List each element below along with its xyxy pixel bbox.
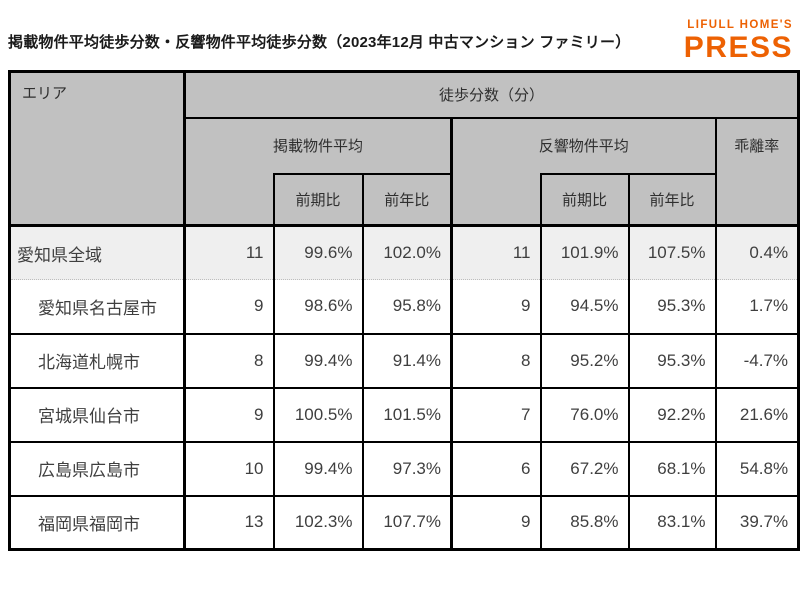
header-row-3: 前期比 前年比 前期比 前年比 [10, 172, 799, 227]
table-row-sendai: 宮城県仙台市 9 100.5% 101.5% 7 76.0% 92.2% 21.… [9, 387, 799, 443]
header-inquiry-avg: 反響物件平均 [450, 117, 716, 174]
inquiry-prev-year-cell: 68.1% [627, 441, 716, 497]
listed-prev-year-cell: 91.4% [361, 333, 452, 389]
table-row-nagoya: 愛知県名古屋市 9 98.6% 95.8% 9 94.5% 95.3% 1.7% [9, 279, 799, 335]
listed-minutes-cell: 9 [183, 387, 274, 443]
inquiry-prev-period-cell: 67.2% [539, 441, 629, 497]
listed-prev-period-cell: 99.6% [272, 225, 363, 280]
inquiry-prev-year-cell: 107.5% [627, 225, 716, 280]
listed-minutes-cell: 9 [183, 279, 274, 335]
header-listed-prev-year: 前年比 [361, 172, 452, 227]
listed-minutes-cell: 8 [183, 333, 274, 389]
inquiry-prev-period-cell: 101.9% [539, 225, 629, 280]
listed-prev-period-cell: 99.4% [272, 441, 363, 497]
inquiry-minutes-cell: 9 [450, 279, 541, 335]
listed-prev-year-cell: 107.7% [361, 495, 452, 551]
inquiry-minutes-cell: 7 [450, 387, 541, 443]
listed-prev-period-cell: 100.5% [272, 387, 363, 443]
listed-prev-period-cell: 99.4% [272, 333, 363, 389]
inquiry-prev-year-cell: 95.3% [627, 333, 716, 389]
area-cell: 北海道札幌市 [9, 333, 185, 389]
listed-prev-year-cell: 102.0% [361, 225, 452, 280]
listed-minutes-cell: 10 [183, 441, 274, 497]
listed-minutes-cell: 13 [183, 495, 274, 551]
listed-prev-year-cell: 95.8% [361, 279, 452, 335]
inquiry-prev-period-cell: 95.2% [539, 333, 629, 389]
deviation-rate-cell: 1.7% [714, 279, 799, 335]
deviation-rate-cell: -4.7% [714, 333, 799, 389]
lifull-homes-press-logo: LIFULL HOME'S PRESS [684, 19, 793, 63]
listed-prev-period-cell: 102.3% [272, 495, 363, 551]
table-row-aichi-zeniki: 愛知県全域 11 99.6% 102.0% 11 101.9% 107.5% 0… [9, 225, 799, 280]
header-area: エリア [9, 71, 185, 227]
header-inquiry-minutes-spacer [450, 173, 541, 227]
header-inquiry-prev-year: 前年比 [627, 172, 716, 227]
inquiry-minutes-cell: 9 [450, 495, 541, 551]
area-cell: 広島県広島市 [9, 441, 185, 497]
area-cell: 愛知県全域 [9, 225, 185, 280]
listed-prev-year-cell: 97.3% [361, 441, 452, 497]
listed-prev-year-cell: 101.5% [361, 387, 452, 443]
area-cell: 宮城県仙台市 [9, 387, 185, 443]
deviation-rate-cell: 0.4% [714, 225, 799, 280]
deviation-rate-cell: 54.8% [714, 441, 799, 497]
area-cell: 愛知県名古屋市 [9, 279, 185, 335]
header-walk-minutes: 徒歩分数（分） [182, 71, 799, 119]
inquiry-minutes-cell: 11 [450, 225, 541, 280]
table-row-hiroshima: 広島県広島市 10 99.4% 97.3% 6 67.2% 68.1% 54.8… [9, 441, 799, 497]
deviation-rate-cell: 21.6% [714, 387, 799, 443]
inquiry-prev-year-cell: 92.2% [627, 387, 716, 443]
table-row-sapporo: 北海道札幌市 8 99.4% 91.4% 8 95.2% 95.3% -4.7% [9, 333, 799, 389]
header-deviation-rate: 乖離率 [714, 117, 799, 227]
inquiry-prev-year-cell: 95.3% [627, 279, 716, 335]
inquiry-prev-period-cell: 76.0% [539, 387, 629, 443]
header-listed-prev-period: 前期比 [272, 172, 363, 227]
header-listed-minutes-spacer [183, 173, 274, 227]
inquiry-minutes-cell: 8 [450, 333, 541, 389]
header-row-2: 掲載物件平均 反響物件平均 乖離率 [10, 117, 799, 227]
logo-lifull-homes-text: LIFULL HOME'S [687, 19, 793, 31]
inquiry-prev-period-cell: 94.5% [539, 279, 629, 335]
inquiry-prev-period-cell: 85.8% [539, 495, 629, 551]
header-row-1: エリア 徒歩分数（分） [9, 71, 799, 227]
listed-minutes-cell: 11 [183, 225, 274, 280]
data-table: エリア 徒歩分数（分） 掲載物件平均 反響物件平均 乖離率 前期比 前年比 前期… [8, 70, 800, 551]
header-listed-avg: 掲載物件平均 [183, 117, 452, 174]
logo-press-text: PRESS [683, 30, 793, 64]
table-row-fukuoka: 福岡県福岡市 13 102.3% 107.7% 9 85.8% 83.1% 39… [9, 495, 799, 551]
deviation-rate-cell: 39.7% [714, 495, 799, 551]
listed-prev-period-cell: 98.6% [272, 279, 363, 335]
header-inquiry-prev-period: 前期比 [539, 172, 629, 227]
area-cell: 福岡県福岡市 [9, 495, 185, 551]
inquiry-minutes-cell: 6 [450, 441, 541, 497]
inquiry-prev-year-cell: 83.1% [627, 495, 716, 551]
page-title: 掲載物件平均徒歩分数・反響物件平均徒歩分数（2023年12月 中古マンション フ… [8, 34, 631, 51]
